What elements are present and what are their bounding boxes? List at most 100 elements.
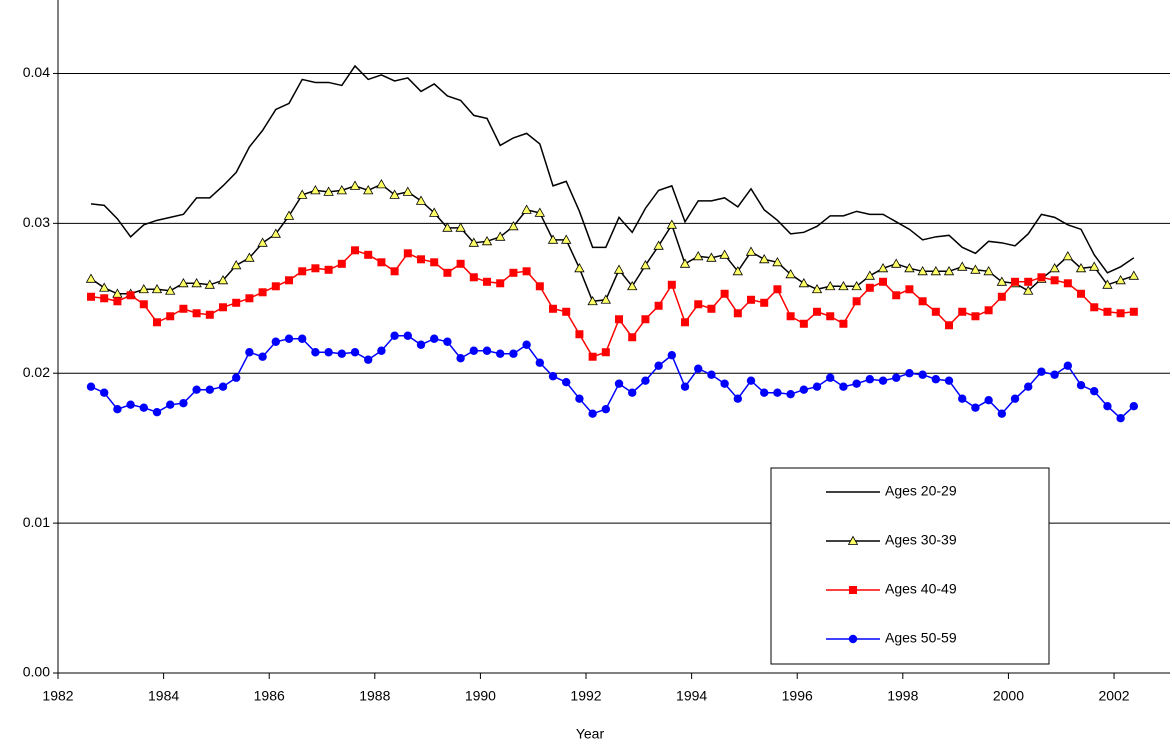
marker (892, 291, 901, 300)
marker (508, 221, 519, 231)
marker (481, 236, 493, 246)
marker (153, 318, 162, 327)
marker (839, 319, 848, 328)
marker (851, 280, 862, 291)
marker (455, 222, 466, 232)
marker (879, 277, 888, 286)
series-line (90, 249, 1134, 358)
marker (284, 334, 294, 343)
marker (1050, 276, 1059, 285)
marker (944, 376, 954, 385)
marker (587, 295, 598, 306)
marker (192, 385, 201, 394)
marker (772, 256, 783, 267)
marker (1023, 285, 1034, 295)
marker (746, 376, 756, 385)
y-tick-label: 0.02 (23, 364, 50, 380)
marker (971, 312, 980, 321)
marker (139, 403, 149, 412)
marker (640, 259, 651, 270)
y-tick-label: 0.03 (23, 214, 50, 230)
marker (918, 297, 927, 306)
marker (574, 262, 585, 273)
marker (613, 264, 625, 274)
marker (258, 288, 267, 297)
x-tick-label: 1986 (254, 688, 285, 704)
marker (245, 348, 254, 357)
marker (732, 265, 744, 276)
marker (100, 388, 109, 397)
marker (1102, 279, 1113, 289)
marker (984, 306, 993, 315)
marker (469, 273, 478, 282)
marker (865, 283, 874, 292)
marker (166, 400, 175, 409)
marker (627, 280, 638, 291)
marker (970, 264, 981, 274)
marker (666, 219, 678, 229)
marker (931, 375, 941, 384)
series-line (90, 64, 1135, 274)
marker (892, 373, 901, 382)
marker (442, 222, 453, 232)
marker (917, 265, 928, 276)
marker (996, 276, 1008, 286)
marker (1049, 262, 1060, 273)
marker (1063, 361, 1073, 370)
marker (283, 210, 295, 220)
marker (957, 261, 968, 271)
x-tick-label: 1982 (42, 688, 73, 704)
marker (826, 312, 835, 321)
marker (351, 246, 360, 255)
marker (547, 234, 559, 244)
marker (549, 304, 558, 313)
marker (694, 300, 703, 309)
marker (535, 282, 544, 291)
marker (364, 355, 373, 364)
marker (285, 276, 294, 285)
marker (575, 330, 584, 339)
marker (151, 283, 163, 294)
x-tick-label: 1990 (465, 688, 496, 704)
marker (1116, 413, 1125, 423)
marker (628, 388, 637, 397)
marker (799, 385, 809, 394)
marker (205, 385, 215, 394)
marker (839, 382, 848, 391)
x-axis-title: Year (576, 726, 605, 742)
legend-label: Ages 30-39 (885, 532, 957, 548)
marker (641, 376, 650, 385)
legend: Ages 20-29 Ages 30-39 Ages 40-49 Ages 50-59 (770, 467, 1050, 665)
marker (601, 404, 611, 414)
marker (785, 268, 796, 279)
marker (456, 354, 465, 363)
marker (891, 258, 902, 268)
marker (192, 309, 201, 318)
marker (1024, 382, 1033, 391)
marker (113, 404, 122, 414)
marker (298, 267, 307, 276)
marker (297, 189, 308, 199)
marker (496, 279, 505, 288)
marker (178, 277, 189, 288)
marker (257, 237, 268, 247)
marker (958, 307, 967, 316)
marker (1089, 261, 1100, 271)
legend-label: Ages 50-59 (885, 630, 957, 646)
marker (337, 259, 346, 268)
marker (1129, 307, 1138, 316)
marker (429, 207, 440, 217)
marker (1062, 250, 1074, 261)
marker (864, 270, 876, 280)
marker (680, 382, 690, 391)
marker (707, 370, 716, 379)
marker (759, 253, 770, 264)
marker (812, 382, 822, 391)
marker (468, 237, 479, 247)
marker (271, 282, 280, 291)
legend-marker (847, 535, 859, 545)
marker (496, 349, 505, 358)
marker (971, 403, 980, 412)
marker (1010, 394, 1020, 403)
